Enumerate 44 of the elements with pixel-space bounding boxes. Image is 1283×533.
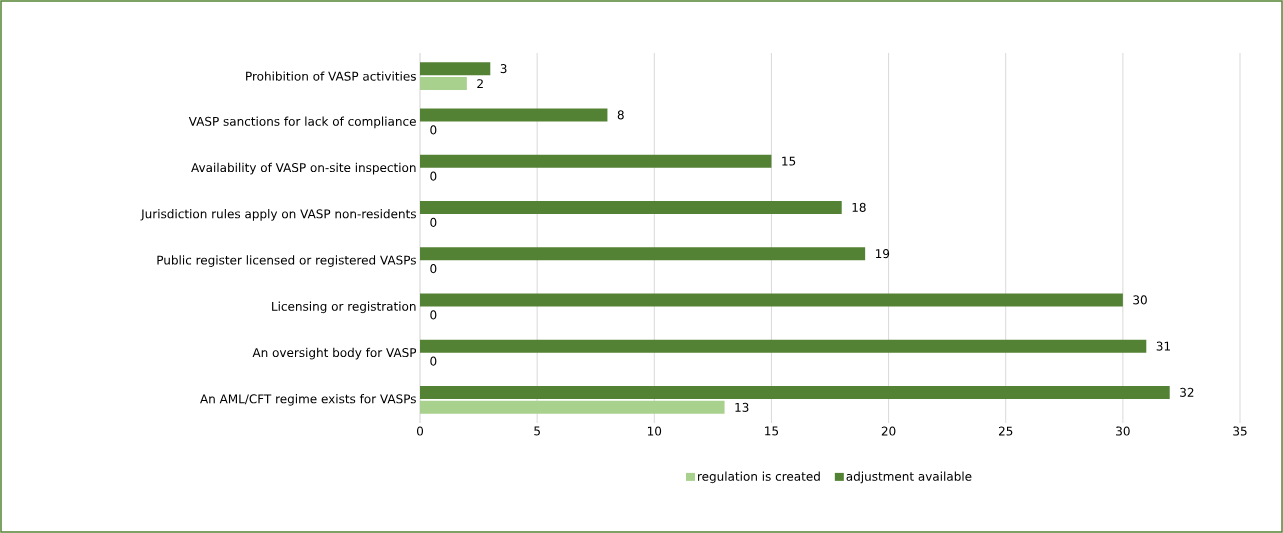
bar	[420, 247, 866, 261]
bar	[420, 385, 1170, 399]
data-label: 13	[735, 402, 749, 412]
bar	[420, 400, 725, 414]
data-label: 15	[782, 156, 796, 166]
y-tick-label: Prohibition of VASP activities	[246, 71, 416, 81]
y-tick-label: An AML/CFT regime exists for VASPs	[200, 394, 416, 406]
bar	[420, 200, 842, 214]
bar	[420, 77, 467, 91]
data-label: 0	[430, 125, 437, 135]
data-label: 0	[430, 356, 437, 366]
legend-label: adjustment available	[846, 471, 972, 484]
x-tick-label: 15	[765, 426, 779, 436]
x-tick-label: 30	[1116, 426, 1130, 436]
data-label: 0	[430, 171, 437, 181]
data-label: 30	[1133, 295, 1147, 305]
y-tick-label: Availability of VASP on-site inspection	[191, 162, 416, 175]
data-label: 3	[500, 64, 507, 74]
data-label: 0	[430, 217, 437, 227]
data-label: 32	[1180, 387, 1194, 397]
bar	[420, 293, 1123, 307]
y-tick-label: Jurisdiction rules apply on VASP non-residents	[140, 209, 416, 221]
data-label: 2	[477, 79, 483, 89]
x-tick-label: 25	[998, 426, 1013, 436]
y-tick-label: An oversight body for VASP	[252, 347, 417, 360]
bar	[420, 339, 1147, 353]
x-tick-label: 5	[534, 426, 540, 436]
x-tick-label: 0	[416, 426, 424, 436]
bar	[420, 62, 491, 76]
bar	[420, 108, 608, 122]
x-tick-label: 35	[1233, 426, 1247, 436]
data-label: 18	[852, 202, 866, 212]
x-tick-label: 10	[647, 426, 662, 436]
y-tick-label: Public register licensed or registered VASPs	[157, 255, 416, 267]
y-tick-label: Licensing or registration	[272, 301, 416, 314]
data-label: 8	[617, 110, 624, 120]
data-label: 19	[875, 249, 890, 259]
data-label: 0	[430, 264, 437, 274]
bar	[420, 154, 772, 168]
y-tick-label: VASP sanctions for lack of compliance	[188, 116, 416, 129]
x-tick-label: 20	[881, 426, 896, 436]
legend-label: regulation is created	[698, 471, 820, 484]
data-label: 31	[1156, 341, 1170, 351]
data-label: 0	[430, 310, 437, 320]
